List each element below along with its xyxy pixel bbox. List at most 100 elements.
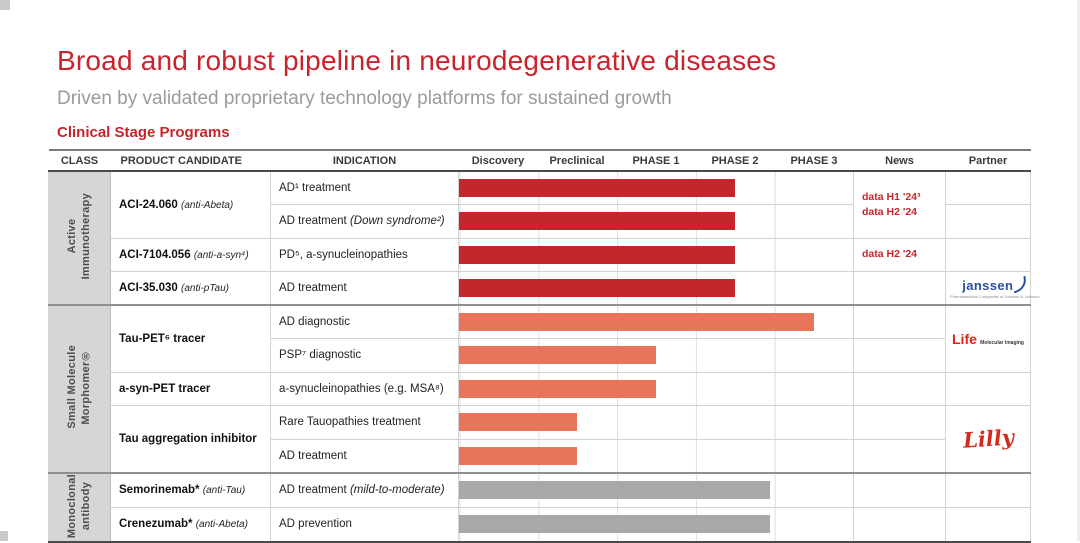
class-label-line: Monoclonal <box>65 473 78 538</box>
partner-cell <box>945 170 1031 205</box>
phase-chart-cell <box>458 170 854 205</box>
page-subtitle: Driven by validated proprietary technolo… <box>57 88 672 109</box>
news-cell: data H2 '24 <box>853 237 946 272</box>
phase-bar <box>459 313 814 331</box>
indication-text: PSP⁷ diagnostic <box>279 349 362 362</box>
pipeline-table: CLASS PRODUCT CANDIDATE INDICATION Disco… <box>48 149 1040 543</box>
janssen-wordmark-row: janssen <box>950 275 1040 293</box>
class-cell-small-molecule-morphomer: Small Molecule Morphomer® <box>48 304 111 473</box>
news-cell <box>853 338 946 373</box>
janssen-logo: janssen Pharmaceutical Companies of John… <box>950 275 1040 299</box>
pipeline-row: Tau aggregation inhibitor Rare Tauopathi… <box>49 405 1031 473</box>
phase-bar <box>459 346 656 365</box>
pipeline-row: a-syn-PET tracer a-synucleinopathies (e.… <box>49 371 1031 406</box>
partner-cell <box>945 506 1031 543</box>
news-cell <box>853 506 946 543</box>
janssen-swoosh-icon <box>1014 275 1027 293</box>
indication-cell: AD treatment <box>270 271 459 306</box>
indication-cell: AD treatment <box>270 438 459 473</box>
phase-bar <box>459 179 735 197</box>
product-name: Tau aggregation inhibitor <box>119 432 257 445</box>
indication-text: AD treatment <box>279 215 347 228</box>
phase-bar <box>459 446 578 465</box>
product-name: ACI-35.030 <box>119 282 178 294</box>
life-suffix: Molecular Imaging <box>980 339 1024 346</box>
column-header-phase3: PHASE 3 <box>790 154 838 167</box>
news-text: data H1 '24³ <box>862 191 921 204</box>
news-text: data H2 '24 <box>862 248 918 261</box>
indication-cell: a-synucleinopathies (e.g. MSA⁸) <box>270 371 459 406</box>
class-label-active-immunotherapy: Active Immunotherapy <box>66 193 94 279</box>
product-name: Crenezumab* <box>119 518 193 531</box>
product-cell-aci-35-030: ACI-35.030 (anti-pTau) <box>110 271 271 306</box>
corner-mark-bottom-left <box>0 531 8 541</box>
corner-mark-top-left <box>0 0 10 10</box>
pipeline-row: ACI-35.030 (anti-pTau) AD treatment jans… <box>49 271 1040 306</box>
class-label-small-molecule-morphomer: Small Molecule Morphomer® <box>66 345 94 429</box>
phase-chart-cell <box>458 204 854 239</box>
product-tag: (anti-pTau) <box>181 283 230 294</box>
column-header-discovery: Discovery <box>471 154 525 167</box>
indication-cell: AD diagnostic <box>270 304 459 339</box>
class-label-monoclonal-antibody: Monoclonal antibody <box>66 474 94 538</box>
indication-tag: (mild-to-moderate) <box>349 484 445 497</box>
news-cell <box>853 471 946 508</box>
phase-bar <box>459 515 771 534</box>
partner-cell <box>945 371 1031 406</box>
indication-text: AD prevention <box>279 518 352 531</box>
phase-chart-cell <box>458 471 854 508</box>
class-label-line: Active <box>65 219 78 254</box>
indication-text: AD¹ treatment <box>279 182 351 194</box>
news-text: data H2 '24 <box>862 205 918 218</box>
header-row: CLASS PRODUCT CANDIDATE INDICATION Disco… <box>48 150 1031 172</box>
indication-text: a-synucleinopathies (e.g. MSA⁸) <box>279 382 444 395</box>
phase-chart-cell <box>458 506 854 543</box>
janssen-tagline: Pharmaceutical Companies of Johnson & Jo… <box>950 293 1040 299</box>
indication-text: AD diagnostic <box>279 316 350 328</box>
partner-cell-life-molecular-imaging: Life Molecular Imaging <box>945 304 1031 373</box>
phase-bar <box>459 379 656 398</box>
indication-cell: PSP⁷ diagnostic <box>270 338 459 373</box>
indication-text: AD treatment <box>279 449 347 462</box>
phase-chart-cell <box>458 338 854 373</box>
class-label-line: antibody <box>79 481 92 530</box>
column-header-news: News <box>853 150 946 172</box>
news-cell <box>853 371 946 406</box>
column-header-partner: Partner <box>945 150 1031 172</box>
pipeline-row: ACI-7104.056 (anti-a-syn⁴) PD⁵, a-synucl… <box>49 237 1031 272</box>
life-molecular-imaging-logo: Life Molecular Imaging <box>950 331 1026 347</box>
column-header-preclinical: Preclinical <box>549 154 605 167</box>
column-header-indication: INDICATION <box>270 150 459 172</box>
class-cell-monoclonal-antibody: Monoclonal antibody <box>48 471 111 543</box>
class-label-line: Immunotherapy <box>79 193 92 280</box>
phase-chart-cell <box>458 237 854 272</box>
indication-cell: AD¹ treatment <box>270 170 459 205</box>
indication-text: AD treatment <box>279 484 347 497</box>
product-name: Semorinemab* <box>119 484 200 497</box>
news-cell <box>853 304 946 339</box>
phase-bar <box>459 279 735 297</box>
product-name: Tau-PET⁶ tracer <box>119 332 206 345</box>
class-label-line: Small Molecule <box>65 345 78 430</box>
product-cell-aci-24-060: ACI-24.060 (anti-Abeta) <box>110 170 271 239</box>
news-cell <box>853 271 946 306</box>
class-cell-active-immunotherapy: Active Immunotherapy <box>48 170 111 306</box>
lilly-logo: Lilly <box>961 424 1015 453</box>
product-name: ACI-24.060 <box>119 198 178 211</box>
column-header-product: PRODUCT CANDIDATE <box>110 150 271 172</box>
news-cell: data H1 '24³ data H2 '24 <box>853 170 946 239</box>
column-header-phase1: PHASE 1 <box>632 154 680 167</box>
phase-chart-cell <box>458 304 854 339</box>
phase-bar <box>459 481 771 500</box>
product-cell-tau-aggregation-inhibitor: Tau aggregation inhibitor <box>110 405 271 473</box>
column-header-phase2: PHASE 2 <box>711 154 759 167</box>
product-name: a-syn-PET tracer <box>119 382 211 395</box>
indication-text: AD treatment <box>279 282 347 294</box>
section-label: Clinical Stage Programs <box>57 124 230 141</box>
product-cell-crenezumab: Crenezumab* (anti-Abeta) <box>110 506 271 543</box>
news-cell <box>853 438 946 473</box>
pipeline-row: Small Molecule Morphomer® Tau-PET⁶ trace… <box>48 304 1031 473</box>
product-name: ACI-7104.056 <box>119 248 191 261</box>
indication-cell: PD⁵, a-synucleinopathies <box>270 237 459 272</box>
